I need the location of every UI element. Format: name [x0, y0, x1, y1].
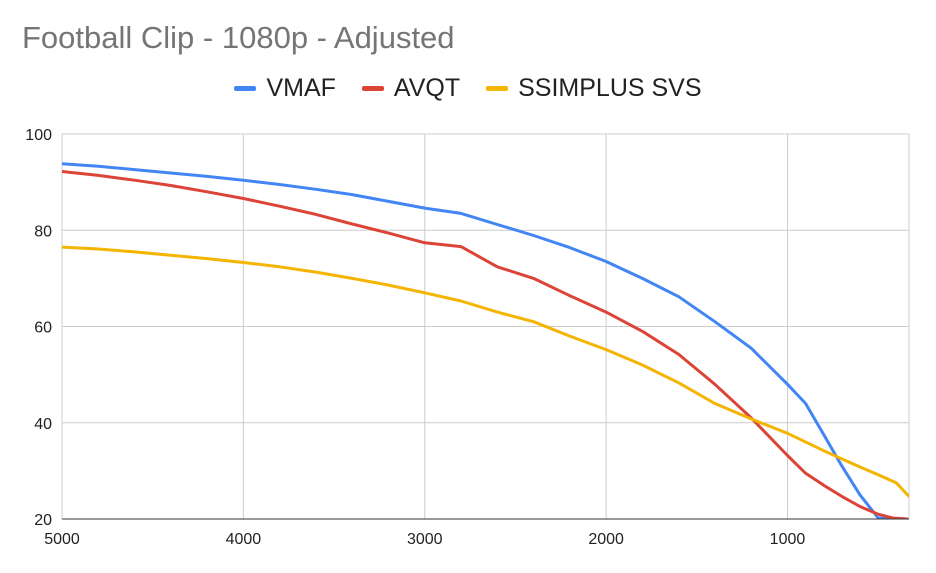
x-tick-label-1000: 1000 — [770, 531, 806, 548]
legend-swatch-vmaf — [234, 86, 257, 91]
legend-item-avqt[interactable]: AVQT — [361, 74, 461, 103]
series-line-ssimplus-svs — [62, 245, 909, 498]
series-line-avqt — [62, 170, 909, 519]
y-tick-label-100: 100 — [25, 127, 52, 144]
y-tick-label-80: 80 — [34, 223, 52, 240]
legend-item-ssimplus[interactable]: SSIMPLUS SVS — [486, 74, 702, 103]
legend-label-vmaf: VMAF — [266, 74, 336, 102]
series-line-vmaf — [62, 162, 898, 519]
legend-swatch-avqt — [361, 86, 384, 91]
x-tick-label-2000: 2000 — [588, 531, 624, 548]
chart-title: Football Clip - 1080p - Adjusted — [22, 20, 455, 55]
x-tick-label-3000: 3000 — [407, 531, 443, 548]
legend-label-avqt: AVQT — [393, 74, 461, 102]
legend-item-vmaf[interactable]: VMAF — [234, 74, 336, 103]
y-tick-label-20: 20 — [34, 512, 52, 529]
legend-label-ssimplus: SSIMPLUS SVS — [518, 74, 702, 102]
legend: VMAF AVQT SSIMPLUS SVS — [0, 74, 936, 103]
legend-swatch-ssimplus — [486, 86, 509, 91]
y-tick-label-40: 40 — [34, 416, 52, 433]
x-tick-label-5000: 5000 — [44, 531, 80, 548]
x-tick-label-4000: 4000 — [226, 531, 262, 548]
y-tick-label-60: 60 — [34, 320, 52, 337]
